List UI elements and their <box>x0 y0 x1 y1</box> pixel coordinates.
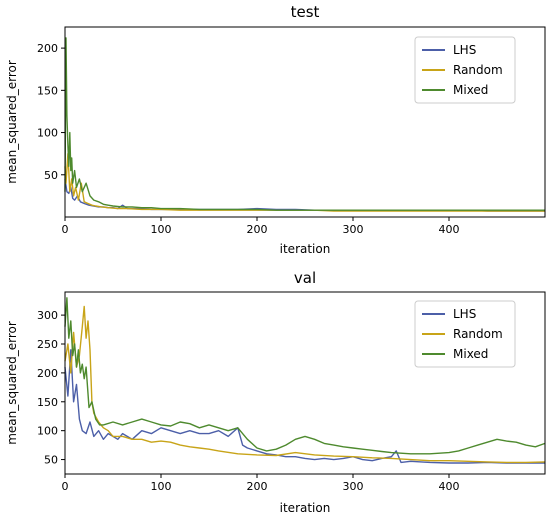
series-line-mixed <box>64 37 545 211</box>
y-tick-label: 50 <box>44 454 58 467</box>
x-tick-label: 100 <box>151 480 172 493</box>
chart-panel-val: val 0 100 200 300 400 50 100 150 200 250 300 iter… <box>5 269 546 515</box>
y-tick-label: 150 <box>37 396 58 409</box>
y-axis: 50 100 150 200 <box>37 42 65 182</box>
x-tick-label: 400 <box>439 223 460 236</box>
x-tick-label: 0 <box>62 223 69 236</box>
y-axis-label: mean_squared_error <box>5 60 19 184</box>
legend: LHS Random Mixed <box>414 300 516 368</box>
legend-label-random: Random <box>453 63 503 77</box>
x-tick-label: 300 <box>343 480 364 493</box>
y-tick-label: 250 <box>37 338 58 351</box>
plot-area <box>64 37 545 212</box>
chart-title: val <box>294 269 316 287</box>
legend: LHS Random Mixed <box>414 36 516 104</box>
y-tick-label: 50 <box>44 169 58 182</box>
series-line-mixed <box>64 297 546 455</box>
x-axis: 0 100 200 300 400 <box>62 474 460 493</box>
legend-label-mixed: Mixed <box>453 347 488 361</box>
y-axis: 50 100 150 200 250 300 <box>37 309 65 467</box>
plot-frame <box>64 26 546 218</box>
legend-label-lhs: LHS <box>453 307 476 321</box>
y-tick-label: 300 <box>37 309 58 322</box>
x-tick-label: 200 <box>247 480 268 493</box>
legend-label-random: Random <box>453 327 503 341</box>
y-tick-label: 150 <box>37 84 58 97</box>
y-tick-label: 100 <box>37 127 58 140</box>
series-line-random <box>64 153 545 212</box>
y-axis-label: mean_squared_error <box>5 321 19 445</box>
legend-box <box>414 36 516 104</box>
y-tick-label: 200 <box>37 42 58 55</box>
x-axis-label: iteration <box>280 242 331 256</box>
x-tick-label: 100 <box>151 223 172 236</box>
x-tick-label: 200 <box>247 223 268 236</box>
x-axis: 0 100 200 300 400 <box>62 217 460 236</box>
y-tick-label: 200 <box>37 367 58 380</box>
legend-label-mixed: Mixed <box>453 83 488 97</box>
series-line-lhs <box>64 178 545 212</box>
x-axis-label: iteration <box>280 501 331 515</box>
legend-box <box>414 300 516 368</box>
plot-area <box>64 297 546 464</box>
x-tick-label: 300 <box>343 223 364 236</box>
x-tick-label: 400 <box>439 480 460 493</box>
chart-title: test <box>291 3 320 21</box>
series-line-random <box>64 305 546 464</box>
plot-frame <box>64 291 546 475</box>
x-tick-label: 0 <box>62 480 69 493</box>
legend-label-lhs: LHS <box>453 43 476 57</box>
chart-panel-test: test 0 100 200 300 400 50 100 150 200 iteration… <box>5 3 546 256</box>
y-tick-label: 100 <box>37 425 58 438</box>
